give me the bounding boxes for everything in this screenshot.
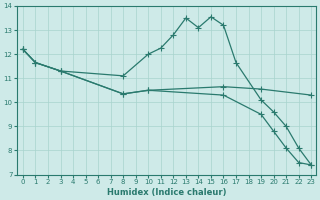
X-axis label: Humidex (Indice chaleur): Humidex (Indice chaleur) [107,188,226,197]
